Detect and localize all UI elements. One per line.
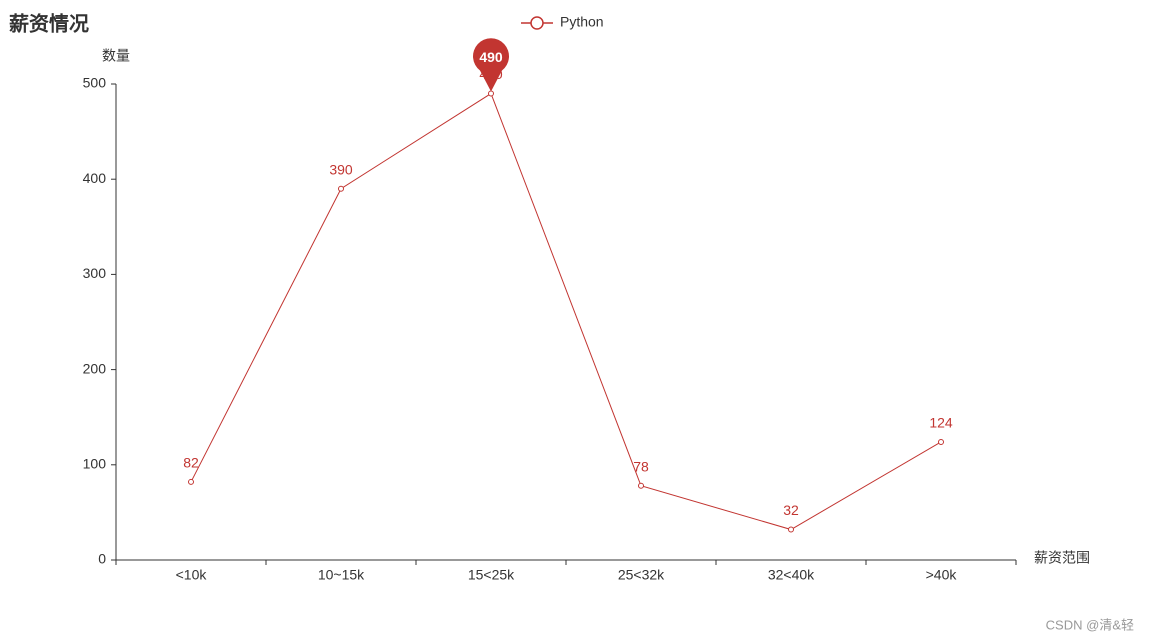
value-label: 82: [183, 455, 199, 471]
point: [638, 482, 644, 489]
x-tick-label: 25<32k: [618, 567, 665, 583]
y-tick-label: 200: [83, 360, 107, 376]
value-label: 390: [329, 161, 353, 177]
watermark: CSDN @清&轻: [1046, 617, 1134, 632]
mark-pin: [473, 38, 510, 92]
y-tick-label: 500: [83, 75, 107, 91]
y-tick-label: 100: [83, 456, 107, 472]
value-label: 78: [633, 458, 649, 474]
y-tick-label: 0: [98, 551, 106, 567]
value-label: 32: [783, 502, 799, 518]
point: [788, 526, 794, 533]
point: [188, 478, 194, 485]
y-tick-label: 400: [83, 170, 107, 186]
point: [488, 90, 494, 97]
legend-label: Python: [560, 14, 604, 30]
value-label: 124: [929, 415, 953, 431]
chart-title: 薪资情况: [9, 11, 89, 35]
x-tick-label: <10k: [176, 567, 208, 583]
y-tick-label: 300: [83, 265, 107, 281]
point: [938, 438, 944, 445]
point: [338, 185, 344, 192]
x-tick-label: 10~15k: [318, 567, 365, 583]
line: [190, 92, 942, 531]
x-tick-label: 15<25k: [468, 567, 515, 583]
x-tick-label: >40k: [926, 567, 958, 583]
legend-symbol: [530, 16, 544, 30]
mark-pin-label: 490: [479, 49, 503, 65]
x-axis-label: 薪资范围: [1034, 550, 1090, 566]
y-axis-label: 数量: [102, 48, 130, 64]
x-tick-label: 32<40k: [768, 567, 815, 583]
